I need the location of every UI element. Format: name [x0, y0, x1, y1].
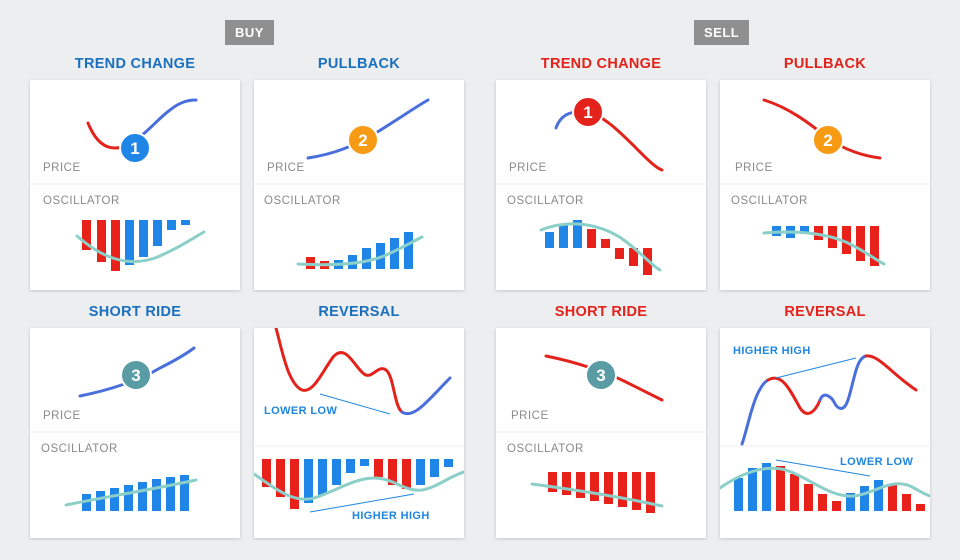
oscillator-line	[296, 235, 424, 267]
sell-pullback-diagram: 2 PRICE OSCILLATOR	[720, 98, 930, 266]
sell-pullback-card: 2 PRICE OSCILLATOR	[720, 80, 930, 290]
buy-reversal-title: REVERSAL	[318, 304, 400, 320]
bull-price-line	[400, 376, 452, 416]
svg-text:2: 2	[358, 131, 367, 150]
oscillator-label: OSCILLATOR	[43, 195, 120, 207]
sell-pullback-title: PULLBACK	[783, 56, 867, 72]
lower-low-annotation: LOWER LOW	[840, 456, 913, 468]
buy-short-ride-diagram: 3 PRICE OSCILLATOR	[30, 346, 240, 511]
bear-price-line-2	[864, 354, 918, 392]
buy-pullback-title: PULLBACK	[317, 56, 401, 72]
buy-reversal-diagram: LOWER LOW HIGHER HIGH	[254, 328, 464, 522]
lower-low-trendline	[775, 459, 871, 477]
oscillator-line	[254, 470, 464, 501]
buy-short-ride-card: 3 PRICE OSCILLATOR	[30, 328, 240, 538]
bear-price-line	[274, 328, 404, 414]
oscillator-bars	[82, 220, 190, 271]
oscillator-bars	[262, 459, 453, 509]
oscillator-label: OSCILLATOR	[41, 443, 118, 455]
badge-3-icon: 3	[585, 359, 617, 391]
buy-trend-change-card: 1 PRICE OSCILLATOR	[30, 80, 240, 290]
sell-reversal-title: REVERSAL	[784, 304, 866, 320]
buy-trend-change-diagram: 1 PRICE OSCILLATOR	[30, 98, 240, 271]
buy-pullback-diagram: 2 PRICE OSCILLATOR	[254, 98, 464, 269]
price-label: PRICE	[509, 162, 547, 174]
bear-price-line	[86, 121, 124, 150]
bull-price-line	[740, 378, 770, 446]
sell-trend-change-card: 1 PRICE OSCILLATOR	[496, 80, 706, 290]
buy-short-ride-title: SHORT RIDE	[88, 304, 182, 320]
bull-price-line-2	[818, 354, 868, 410]
sell-trend-change-diagram: 1 PRICE OSCILLATOR	[496, 96, 706, 275]
lower-low-trendline	[319, 393, 391, 415]
badge-1-icon: 1	[119, 132, 151, 164]
sell-short-ride-diagram: 3 PRICE OSCILLATOR	[496, 354, 706, 513]
higher-high-annotation: HIGHER HIGH	[733, 345, 811, 357]
oscillator-line	[530, 482, 664, 508]
sell-reversal-card: HIGHER HIGH LOWER LOW	[720, 328, 930, 538]
oscillator-bars	[82, 475, 189, 511]
buy-pullback-card: 2 PRICE OSCILLATOR	[254, 80, 464, 290]
oscillator-line	[75, 230, 206, 263]
svg-text:1: 1	[130, 139, 139, 158]
bear-price-line	[544, 354, 664, 402]
higher-high-annotation: HIGHER HIGH	[352, 510, 430, 522]
sell-short-ride-title: SHORT RIDE	[554, 304, 648, 320]
higher-high-trendline	[775, 357, 857, 379]
bear-price-line	[766, 376, 822, 415]
bull-price-line	[78, 346, 196, 398]
badge-2-icon: 2	[812, 124, 844, 156]
oscillator-label: OSCILLATOR	[731, 195, 808, 207]
sell-short-ride-card: 3 PRICE OSCILLATOR	[496, 328, 706, 538]
price-label: PRICE	[735, 162, 773, 174]
oscillator-label: OSCILLATOR	[507, 195, 584, 207]
oscillator-line	[762, 230, 886, 266]
badge-3-icon: 3	[120, 359, 152, 391]
svg-text:1: 1	[583, 103, 592, 122]
oscillator-line	[64, 478, 198, 507]
sell-reversal-diagram: HIGHER HIGH LOWER LOW	[720, 345, 930, 511]
price-label: PRICE	[267, 162, 305, 174]
lower-low-annotation: LOWER LOW	[264, 405, 337, 417]
oscillator-bars	[734, 463, 925, 511]
svg-text:3: 3	[131, 366, 140, 385]
buy-trend-change-title: TREND CHANGE	[74, 56, 196, 72]
oscillator-label: OSCILLATOR	[264, 195, 341, 207]
sell-trend-change-title: TREND CHANGE	[540, 56, 662, 72]
badge-1-icon: 1	[572, 96, 604, 128]
oscillator-label: OSCILLATOR	[507, 443, 584, 455]
higher-high-trendline	[309, 493, 415, 513]
svg-text:2: 2	[823, 131, 832, 150]
buy-reversal-card: LOWER LOW HIGHER HIGH	[254, 328, 464, 538]
price-label: PRICE	[43, 162, 81, 174]
price-label: PRICE	[511, 410, 549, 422]
oscillator-line	[539, 222, 662, 272]
buy-section-tag: BUY	[225, 20, 274, 45]
sell-section-tag: SELL	[694, 20, 750, 45]
badge-2-icon: 2	[347, 124, 379, 156]
svg-text:3: 3	[596, 366, 605, 385]
price-label: PRICE	[43, 410, 81, 422]
oscillator-bars	[548, 472, 655, 513]
oscillator-line	[720, 466, 930, 498]
